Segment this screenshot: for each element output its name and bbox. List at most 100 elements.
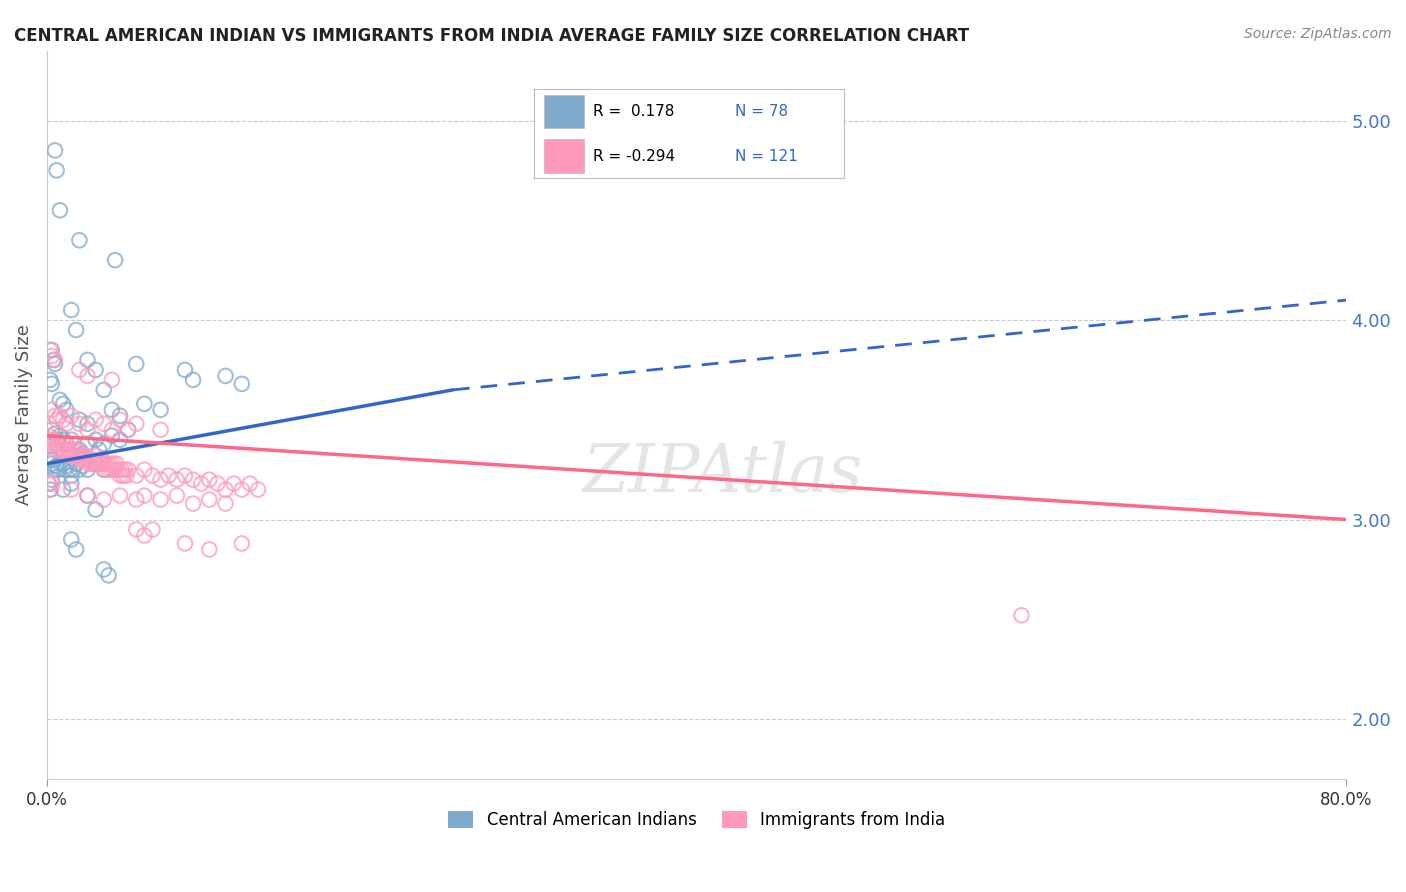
Point [114, 463, 136, 477]
Point [52, 436, 75, 450]
Point [239, 476, 262, 491]
Point [65, 323, 87, 337]
Point [149, 423, 172, 437]
Point [174, 468, 197, 483]
Point [93, 383, 115, 397]
Point [42, 353, 65, 368]
Point [84, 413, 107, 427]
Point [207, 476, 229, 491]
Text: N = 121: N = 121 [735, 149, 799, 163]
Point [49, 429, 72, 443]
Point [53, 442, 76, 457]
Point [41, 376, 63, 391]
Point [52, 413, 75, 427]
Point [60, 483, 83, 497]
Point [39, 433, 62, 447]
Point [56, 442, 79, 457]
Point [198, 542, 221, 557]
Text: ZIPAtlas: ZIPAtlas [582, 441, 863, 506]
Point [41, 473, 63, 487]
Point [52, 397, 75, 411]
Point [134, 397, 156, 411]
Point [38, 449, 60, 463]
Point [65, 542, 87, 557]
Point [91, 452, 114, 467]
Point [39, 452, 62, 467]
Point [53, 463, 76, 477]
Point [190, 476, 212, 491]
Point [44, 409, 66, 423]
Point [55, 458, 77, 473]
Point [231, 483, 253, 497]
Text: N = 78: N = 78 [735, 104, 789, 119]
Point [70, 452, 93, 467]
Point [60, 409, 83, 423]
Point [39, 483, 62, 497]
Point [46, 442, 69, 457]
Point [101, 463, 124, 477]
Point [93, 436, 115, 450]
Point [67, 442, 90, 457]
Point [1011, 608, 1033, 623]
Point [41, 436, 63, 450]
Point [60, 433, 83, 447]
Point [149, 402, 172, 417]
Point [108, 468, 131, 483]
Point [49, 457, 72, 471]
Point [49, 409, 72, 423]
Bar [544, 139, 583, 173]
Point [41, 349, 63, 363]
Point [60, 303, 83, 318]
Point [166, 489, 188, 503]
Point [65, 457, 87, 471]
Point [76, 463, 98, 477]
Point [76, 368, 98, 383]
Point [214, 483, 236, 497]
Point [38, 429, 60, 443]
Point [84, 363, 107, 377]
Point [174, 536, 197, 550]
Point [67, 363, 90, 377]
Point [44, 353, 66, 368]
Point [125, 492, 148, 507]
Point [166, 473, 188, 487]
Point [101, 429, 124, 443]
Point [72, 449, 94, 463]
Point [49, 392, 72, 407]
Point [117, 423, 139, 437]
Point [55, 436, 77, 450]
Point [45, 413, 67, 427]
Point [41, 457, 63, 471]
Point [60, 476, 83, 491]
Point [55, 436, 77, 450]
Point [60, 533, 83, 547]
Point [104, 463, 127, 477]
Point [157, 468, 180, 483]
Point [39, 483, 62, 497]
Point [141, 523, 163, 537]
Point [108, 413, 131, 427]
Point [45, 163, 67, 178]
Point [84, 433, 107, 447]
Point [98, 457, 121, 471]
Point [66, 442, 89, 457]
Point [67, 417, 90, 431]
Point [110, 463, 132, 477]
Point [60, 442, 83, 457]
Point [87, 452, 110, 467]
Point [80, 457, 103, 471]
Bar [544, 95, 583, 128]
Point [65, 449, 87, 463]
Point [44, 442, 66, 457]
Point [112, 468, 135, 483]
Point [231, 376, 253, 391]
Point [52, 483, 75, 497]
Point [55, 402, 77, 417]
Legend: Central American Indians, Immigrants from India: Central American Indians, Immigrants fro… [441, 805, 952, 836]
Point [62, 449, 84, 463]
Point [134, 463, 156, 477]
Y-axis label: Average Family Size: Average Family Size [15, 325, 32, 505]
Point [42, 433, 65, 447]
Text: R =  0.178: R = 0.178 [593, 104, 675, 119]
Point [125, 468, 148, 483]
